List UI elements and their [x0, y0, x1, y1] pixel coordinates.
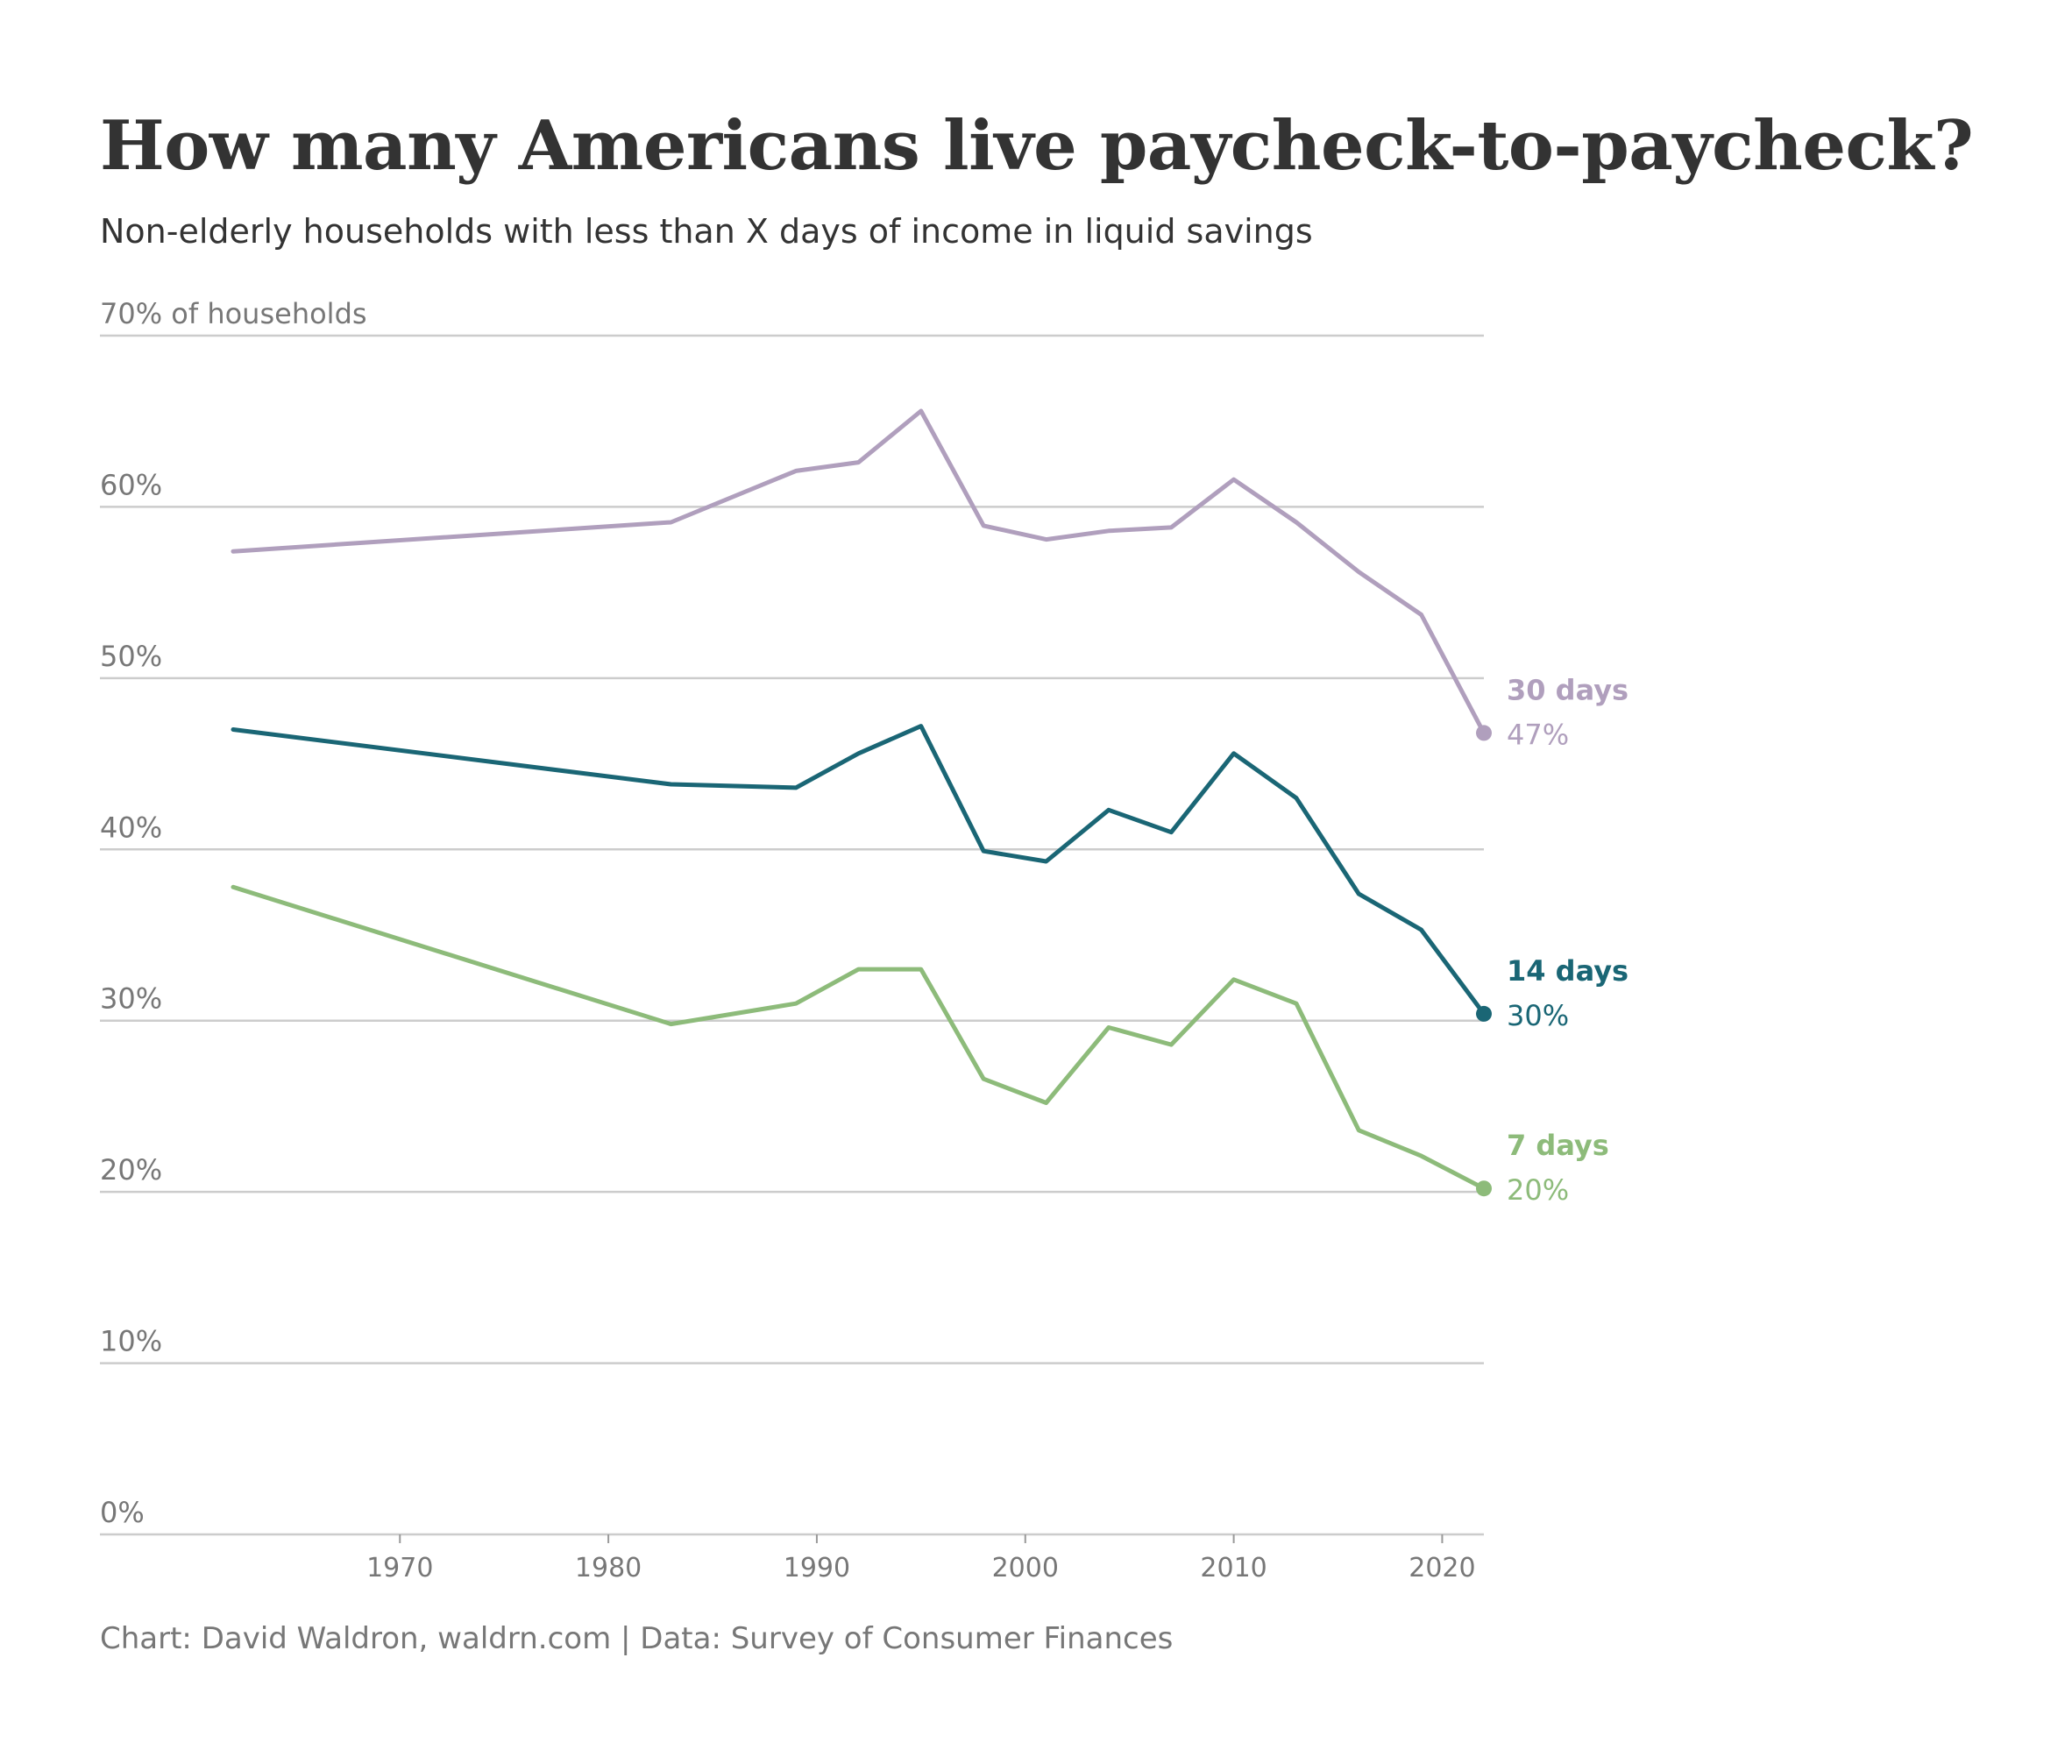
series-line-30-days — [231, 408, 1487, 735]
series-end-point-7-days — [1476, 1180, 1492, 1197]
series-end-point-30-days — [1476, 725, 1492, 741]
gridlines — [100, 334, 1484, 1536]
series-name-label-7-days: 7 days — [1507, 1129, 1609, 1162]
y-tick-label-50: 50% — [100, 640, 162, 673]
x-tick-label-1970: 1970 — [366, 1553, 433, 1583]
series-end-labels: 30 days 47% 14 days 30% 7 days 20% — [1507, 673, 1629, 1207]
series-end-point-14-days — [1476, 1005, 1492, 1022]
x-tick-label-2020: 2020 — [1409, 1553, 1475, 1583]
y-tick-label-70: 70% of households — [100, 297, 367, 330]
axes: 0% 10% 20% 30% 40% 50% 60% 70% of households 197… — [100, 297, 1476, 1583]
y-tick-label-20: 20% — [100, 1153, 162, 1187]
series-name-label-30-days: 30 days — [1507, 673, 1629, 706]
chart-source-caption: Chart: David Waldron, waldrn.com | Data:… — [100, 1621, 1174, 1656]
y-tick-label-60: 60% — [100, 468, 162, 501]
series-line-14-days — [231, 724, 1487, 1017]
x-tick-label-1980: 1980 — [575, 1553, 642, 1583]
y-tick-label-30: 30% — [100, 982, 162, 1016]
y-tick-label-10: 10% — [100, 1325, 162, 1358]
y-tick-label-0: 0% — [100, 1496, 145, 1529]
y-tick-label-40: 40% — [100, 811, 162, 844]
series-line-7-days — [231, 884, 1487, 1191]
series-value-label-30-days: 47% — [1507, 718, 1569, 751]
x-tick-label-1990: 1990 — [784, 1553, 850, 1583]
series-lines — [231, 408, 1492, 1197]
series-value-label-7-days: 20% — [1507, 1173, 1569, 1207]
chart-subtitle: Non-elderly households with less than X … — [100, 212, 1313, 251]
chart-title: How many Americans live paycheck-to-payc… — [100, 106, 1974, 186]
x-tick-label-2010: 2010 — [1200, 1553, 1267, 1583]
x-tick-label-2000: 2000 — [992, 1553, 1059, 1583]
series-name-label-14-days: 14 days — [1507, 954, 1629, 988]
series-value-label-14-days: 30% — [1507, 999, 1569, 1032]
